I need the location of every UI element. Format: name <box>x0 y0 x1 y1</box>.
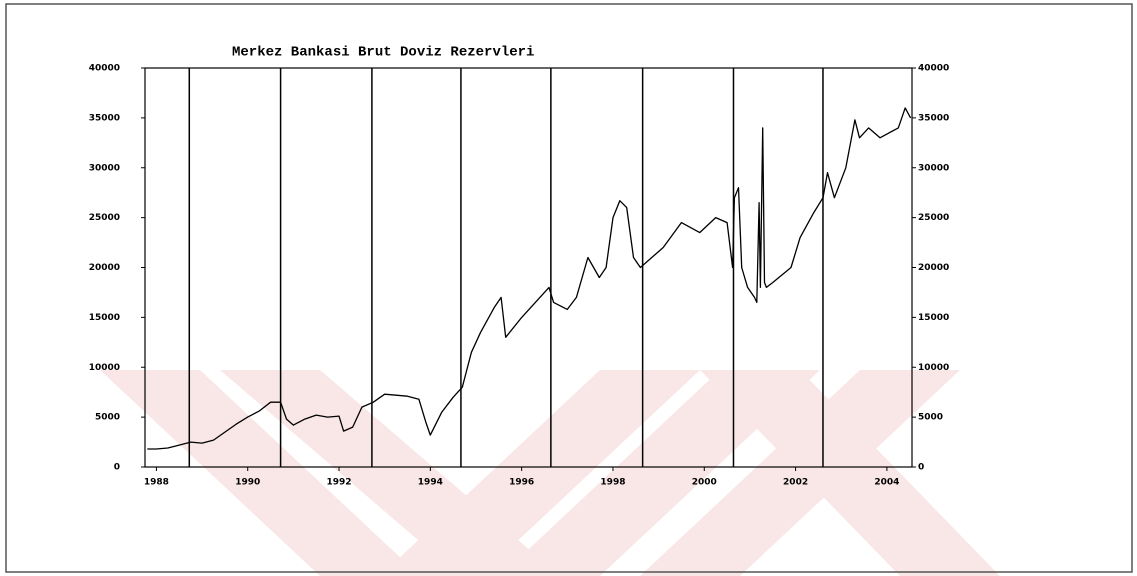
x-tick-label: 1988 <box>144 478 169 488</box>
y-tick-label: 30000 <box>89 163 120 173</box>
watermark <box>100 370 1000 576</box>
y2-tick-label: 30000 <box>918 163 949 173</box>
x-tick-label: 2004 <box>874 478 899 488</box>
x-tick-label: 1996 <box>509 478 534 488</box>
y2-tick-label: 10000 <box>918 363 949 373</box>
y-tick-label: 20000 <box>89 263 120 273</box>
y2-tick-label: 35000 <box>918 113 949 123</box>
y2-tick-label: 15000 <box>918 313 949 323</box>
y2-tick-label: 5000 <box>918 413 943 423</box>
y-tick-label: 35000 <box>89 113 120 123</box>
y-tick-label: 15000 <box>89 313 120 323</box>
x-tick-label: 2000 <box>692 478 717 488</box>
y2-tick-label: 0 <box>918 463 924 473</box>
y2-tick-label: 20000 <box>918 263 949 273</box>
y-tick-label: 40000 <box>89 64 120 74</box>
x-tick-label: 1998 <box>600 478 625 488</box>
x-tick-label: 1992 <box>327 478 352 488</box>
x-tick-label: 1994 <box>418 478 443 488</box>
y2-tick-label: 25000 <box>918 213 949 223</box>
x-tick-label: 2002 <box>783 478 808 488</box>
y-tick-label: 10000 <box>89 363 120 373</box>
frame <box>5 3 1133 573</box>
y-tick-label: 0 <box>114 463 120 473</box>
y-tick-label: 5000 <box>95 413 120 423</box>
x-tick-label: 1990 <box>235 478 260 488</box>
y2-tick-label: 40000 <box>918 64 949 74</box>
series-line <box>147 107 912 450</box>
y-tick-label: 25000 <box>89 213 120 223</box>
chart-title: Merkez Bankasi Brut Doviz Rezervleri <box>232 45 534 61</box>
